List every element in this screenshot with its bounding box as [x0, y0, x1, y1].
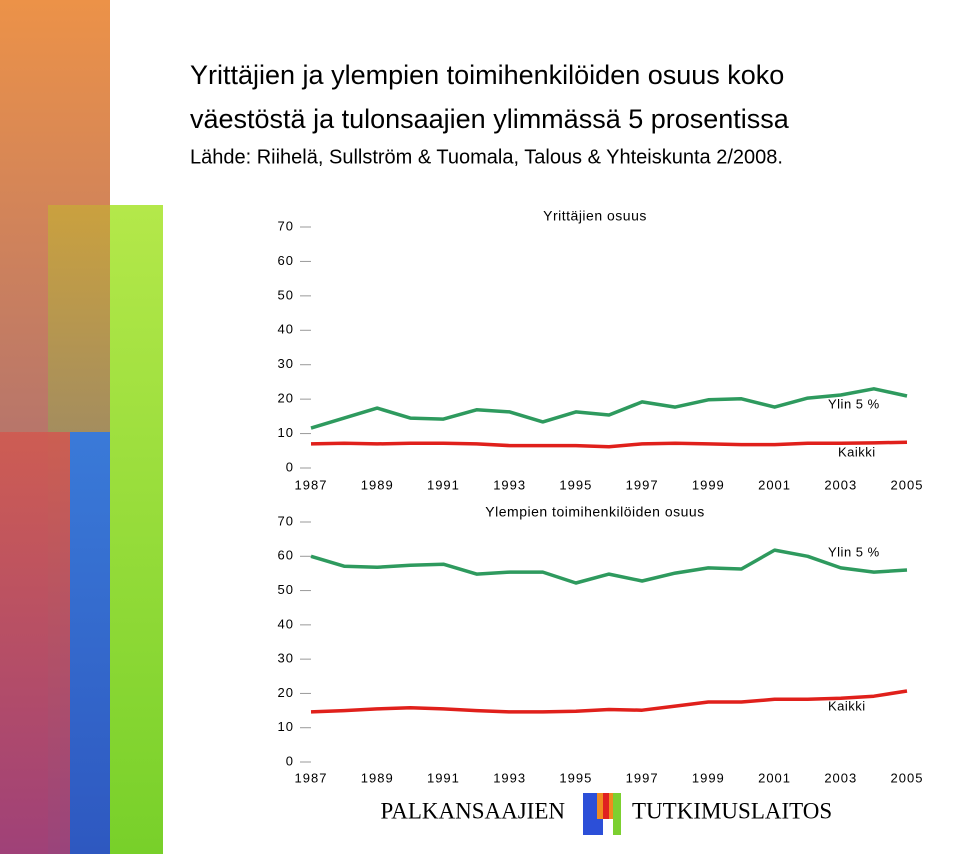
x-tick-label: 2005 — [891, 770, 924, 785]
footer-left: PALKANSAAJIEN — [381, 798, 566, 823]
logo — [583, 793, 621, 835]
y-tick-label: 50 — [278, 287, 294, 302]
y-tick-label: 40 — [278, 616, 294, 631]
x-tick-label: 2005 — [891, 477, 924, 492]
y-tick-label: 0 — [286, 753, 294, 768]
y-tick-label: 60 — [278, 253, 294, 268]
y-tick-label: 10 — [278, 719, 294, 734]
footer-right: TUTKIMUSLAITOS — [632, 798, 832, 823]
slide-title: väestöstä ja tulonsaajien ylimmässä 5 pr… — [190, 104, 790, 134]
x-tick-label: 2003 — [824, 770, 857, 785]
chart-title: Yrittäjien osuus — [543, 208, 647, 224]
x-tick-label: 1993 — [493, 477, 526, 492]
series-label: Kaikki — [828, 698, 866, 713]
x-tick-label: 1989 — [361, 477, 394, 492]
decoration — [0, 0, 163, 854]
series-line — [310, 440, 908, 449]
y-tick-label: 30 — [278, 356, 294, 371]
x-tick-label: 1987 — [295, 477, 328, 492]
y-tick-label: 20 — [278, 391, 294, 406]
x-tick-label: 1991 — [427, 770, 460, 785]
series-line — [310, 387, 908, 430]
y-tick-label: 30 — [278, 651, 294, 666]
y-tick-label: 70 — [278, 513, 294, 528]
series-label: Ylin 5 % — [828, 396, 880, 411]
source: Lähde: Riihelä, Sullström & Tuomala, Tal… — [190, 146, 783, 168]
y-tick-label: 70 — [278, 218, 294, 233]
y-tick-label: 50 — [278, 582, 294, 597]
x-tick-label: 2001 — [758, 477, 791, 492]
x-tick-label: 1995 — [559, 770, 592, 785]
series-label: Kaikki — [838, 444, 876, 459]
y-tick-label: 10 — [278, 425, 294, 440]
x-tick-label: 1999 — [692, 770, 725, 785]
slide-title: Yrittäjien ja ylempien toimihenkilöiden … — [190, 60, 784, 90]
y-tick-label: 60 — [278, 548, 294, 563]
x-tick-label: 2003 — [824, 477, 857, 492]
x-tick-label: 1987 — [295, 770, 328, 785]
x-tick-label: 1997 — [626, 477, 659, 492]
series-label: Ylin 5 % — [828, 544, 880, 559]
x-tick-label: 1993 — [493, 770, 526, 785]
series-line — [310, 548, 908, 585]
x-tick-label: 2001 — [758, 770, 791, 785]
y-tick-label: 0 — [286, 459, 294, 474]
chart-title: Ylempien toimihenkilöiden osuus — [485, 504, 704, 520]
x-tick-label: 1991 — [427, 477, 460, 492]
x-tick-label: 1995 — [559, 477, 592, 492]
x-tick-label: 1989 — [361, 770, 394, 785]
y-tick-label: 40 — [278, 322, 294, 337]
x-tick-label: 1999 — [692, 477, 725, 492]
series-line — [310, 689, 908, 714]
x-tick-label: 1997 — [626, 770, 659, 785]
y-tick-label: 20 — [278, 685, 294, 700]
